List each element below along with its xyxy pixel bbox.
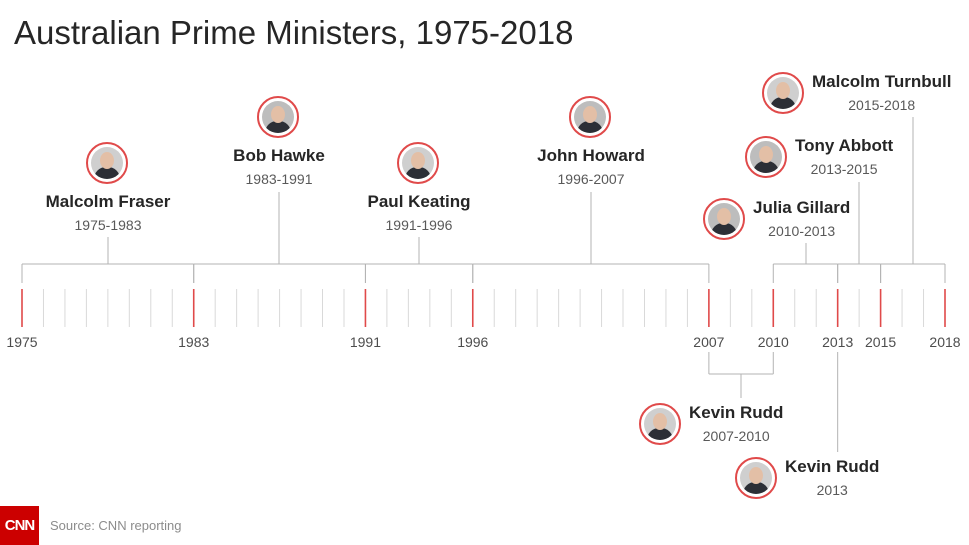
page-title: Australian Prime Ministers, 1975-2018 xyxy=(14,14,574,51)
year-label: 2013 xyxy=(822,334,853,350)
portrait-icon xyxy=(397,142,439,184)
portrait-icon xyxy=(86,142,128,184)
year-label: 1975 xyxy=(6,334,37,350)
pm-term-years: 2007-2010 xyxy=(702,428,770,444)
prime-minister-card: Bob Hawke 1983-1991 xyxy=(233,146,325,188)
prime-minister-card: Tony Abbott 2013-2015 xyxy=(795,136,893,178)
year-label: 2015 xyxy=(865,334,896,350)
pm-term-years: 1996-2007 xyxy=(557,171,625,187)
portrait-icon xyxy=(569,96,611,138)
pm-term-years: 2013-2015 xyxy=(810,161,878,177)
pm-name: Julia Gillard xyxy=(753,198,851,217)
portrait-icon xyxy=(735,457,777,499)
year-label: 1991 xyxy=(350,334,381,350)
pm-name: Kevin Rudd xyxy=(785,457,880,476)
portrait-icon xyxy=(745,136,787,178)
pm-name: Malcolm Turnbull xyxy=(812,72,952,91)
year-label: 2010 xyxy=(758,334,789,350)
pm-name: Paul Keating xyxy=(367,192,471,211)
portrait-icon xyxy=(257,96,299,138)
pm-name: Malcolm Fraser xyxy=(45,192,171,211)
prime-minister-card: Malcolm Fraser 1975-1983 xyxy=(46,192,171,234)
pm-name: Tony Abbott xyxy=(795,136,894,155)
year-label: 2018 xyxy=(929,334,960,350)
prime-minister-card: Julia Gillard 2010-2013 xyxy=(753,198,850,240)
portrait-icon xyxy=(639,403,681,445)
pm-term-years: 2013 xyxy=(816,482,848,498)
prime-minister-card: Kevin Rudd 2007-2010 xyxy=(689,403,783,445)
pm-name: Kevin Rudd xyxy=(689,403,784,422)
prime-minister-card: Kevin Rudd 2013 xyxy=(785,457,879,499)
pm-term-years: 1975-1983 xyxy=(74,217,142,233)
year-label: 1996 xyxy=(457,334,488,350)
prime-minister-card: John Howard 1996-2007 xyxy=(537,146,645,188)
pm-name: Bob Hawke xyxy=(233,146,325,165)
portrait-icon xyxy=(703,198,745,240)
pm-term-years: 2015-2018 xyxy=(848,97,916,113)
year-label: 2007 xyxy=(693,334,724,350)
pm-name: John Howard xyxy=(537,146,645,165)
prime-minister-card: Malcolm Turnbull 2015-2018 xyxy=(812,72,951,114)
pm-term-years: 2010-2013 xyxy=(768,223,836,239)
source-note: Source: CNN reporting xyxy=(50,518,182,533)
prime-minister-card: Paul Keating 1991-1996 xyxy=(368,192,471,234)
pm-term-years: 1983-1991 xyxy=(245,171,313,187)
pm-term-years: 1991-1996 xyxy=(385,217,453,233)
cnn-logo: CNN xyxy=(0,506,39,545)
portrait-icon xyxy=(762,72,804,114)
year-label: 1983 xyxy=(178,334,209,350)
